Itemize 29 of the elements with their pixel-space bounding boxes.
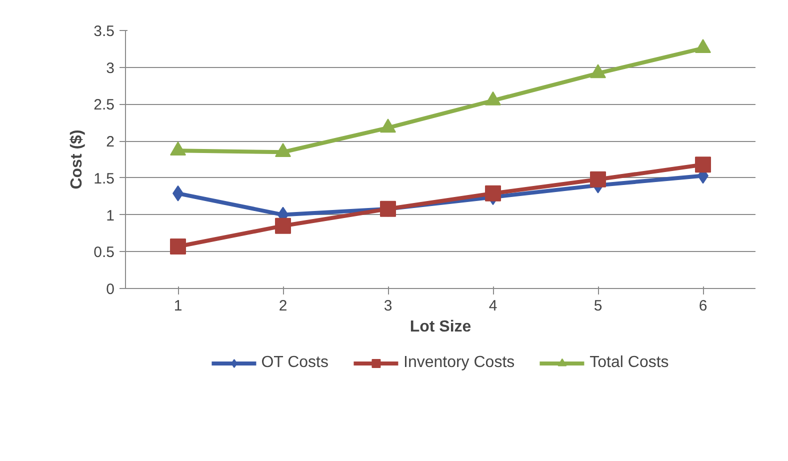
y-tick-label: 3.5 [94,23,115,40]
point [590,171,606,188]
y-tick-label: 0 [106,281,114,298]
y-axis-title: Cost ($) [68,130,86,190]
y-tick-label: 3 [106,60,114,77]
point [170,238,186,254]
legend-label: OT Costs [261,354,328,372]
y-tick-label: 1 [106,207,114,224]
x-tick-label: 4 [488,298,498,314]
y-tick-label: 1.5 [94,170,115,188]
point [590,64,606,78]
x-axis-title: Lot Size [410,318,472,336]
x-tick-label: 2 [278,298,288,314]
point [695,39,711,54]
point [275,218,291,234]
y-tick-label: 2 [106,134,114,151]
point [485,91,501,106]
point [380,118,396,133]
legend-label: Inventory Costs [403,354,515,372]
x-tick-label: 5 [594,298,602,314]
y-tick-label: 0.5 [94,244,115,262]
x-tick-label: 6 [698,298,708,314]
y-tick-label: 2.5 [94,96,115,114]
x-tick-label: 3 [384,298,392,314]
point [380,200,396,217]
legend-label: Total Costs [590,354,669,372]
x-tick-label: 1 [174,298,182,314]
point [695,156,711,173]
point [485,185,501,202]
